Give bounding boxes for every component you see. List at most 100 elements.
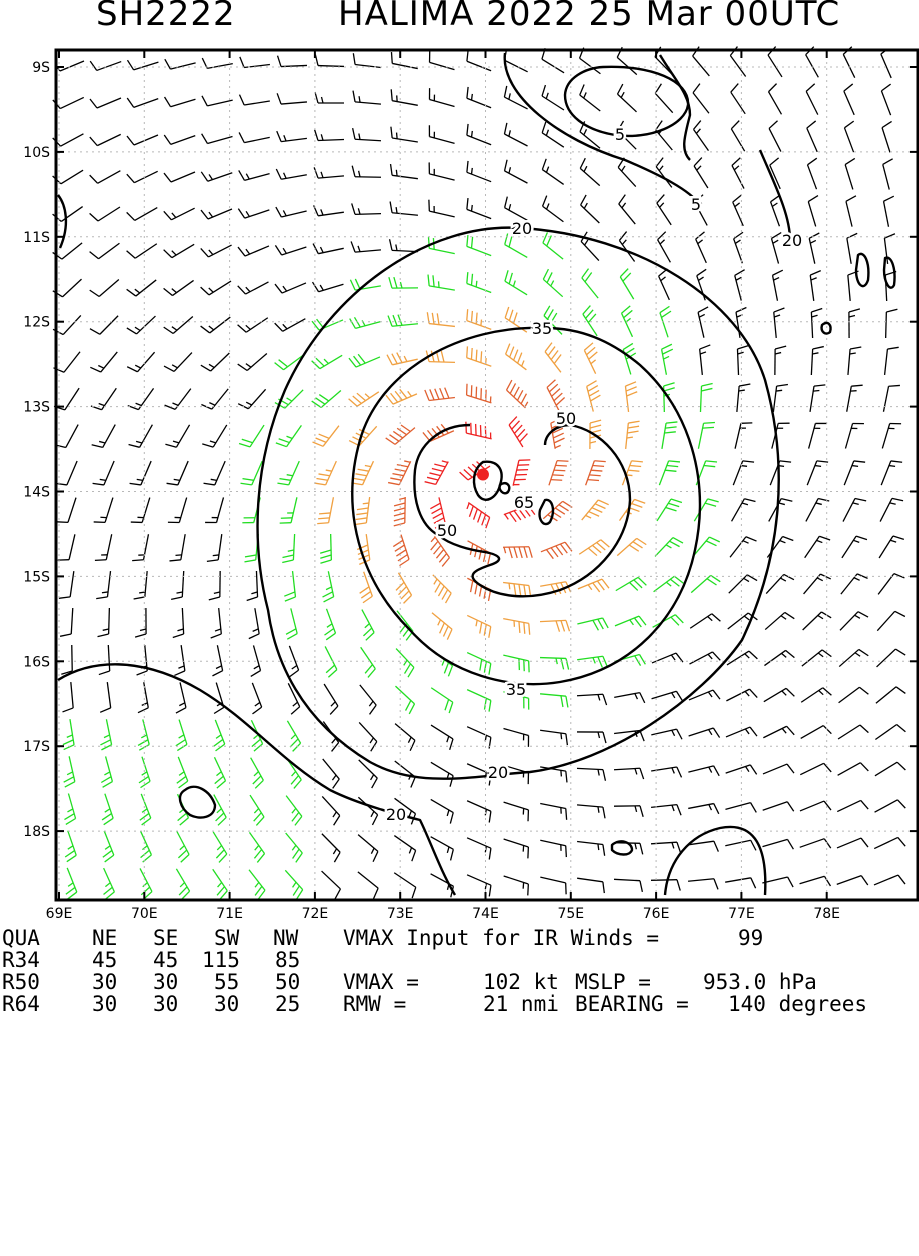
wind-barb	[616, 577, 647, 590]
wind-barb	[388, 461, 411, 485]
wind-barb	[467, 198, 491, 219]
wind-barb	[883, 159, 893, 190]
wind-barb	[60, 608, 73, 636]
wind-barb	[614, 879, 642, 892]
storm-parameters-footer: QUA NE SE SW NW VMAX Input for IR Winds …	[0, 926, 919, 1014]
wind-barb	[276, 207, 307, 217]
wind-barb	[540, 840, 566, 857]
wind-barb	[577, 656, 607, 667]
wind-barb	[577, 768, 605, 780]
wind-barb	[58, 534, 75, 560]
wind-barb	[509, 417, 527, 447]
wind-barb	[688, 766, 719, 776]
contour-label-35: 35	[532, 319, 552, 338]
wind-barb	[882, 424, 901, 449]
wind-barb	[389, 277, 418, 288]
wind-barb	[131, 498, 150, 523]
wind-barb	[577, 842, 605, 856]
wind-barb	[238, 389, 265, 408]
wind-barb	[614, 693, 645, 703]
footer-row-r50: R50 30 30 55 50 VMAX = 102 kt MSLP = 953…	[0, 970, 51, 992]
contour-65-small	[500, 483, 510, 493]
wind-barb	[811, 308, 822, 337]
wind-barb	[425, 388, 455, 401]
wind-barb	[278, 56, 307, 67]
wind-barb	[846, 196, 856, 227]
wind-barb	[425, 461, 449, 484]
wind-barb	[388, 315, 418, 327]
lon-tick-label: 75E	[557, 906, 584, 922]
wind-barb	[581, 195, 600, 223]
wind-barb	[504, 49, 527, 72]
wind-barb	[729, 575, 757, 593]
wind-barb	[875, 725, 905, 740]
wind-barb	[286, 608, 297, 639]
wind-barb	[764, 688, 795, 701]
wind-barb	[662, 344, 673, 375]
wind-barb	[874, 875, 905, 885]
wind-barb	[659, 461, 680, 485]
wind-barb	[90, 207, 120, 221]
wind-barb	[698, 422, 715, 448]
wind-barb	[275, 245, 306, 255]
lon-tick-label: 76E	[643, 906, 670, 922]
wind-barb	[800, 876, 831, 886]
wind-barb	[313, 282, 344, 292]
wind-barb	[467, 272, 491, 292]
wind-barb	[505, 160, 528, 183]
wind-barb	[204, 461, 226, 485]
row-label: R50	[2, 970, 40, 994]
wind-barb	[239, 95, 269, 105]
wind-barb	[93, 461, 115, 485]
wind-barb	[165, 59, 196, 69]
mslp-label: MSLP =	[575, 970, 651, 994]
wind-barb	[694, 121, 709, 151]
wind-barb	[505, 197, 528, 221]
lat-tick-label: 17S	[23, 739, 50, 755]
wind-barb	[847, 233, 857, 263]
col-header-ne: NE	[92, 926, 117, 950]
wind-barb	[102, 794, 113, 825]
wind-barb	[540, 694, 568, 708]
wind-barb	[842, 536, 867, 558]
contour-label-5: 5	[691, 195, 701, 214]
wind-barb	[577, 878, 604, 893]
wind-barb	[91, 388, 116, 409]
wind-barb	[429, 88, 454, 106]
wind-barb	[361, 647, 376, 677]
wind-barb	[167, 461, 189, 485]
wind-barb	[505, 270, 527, 295]
wind-barb	[731, 121, 744, 152]
wind-barb	[168, 498, 187, 523]
wind-barb	[101, 756, 112, 787]
contour-20-loop-sw	[180, 787, 215, 818]
wind-barb	[467, 346, 492, 366]
wind-barb	[90, 243, 120, 258]
wind-barb	[391, 89, 418, 105]
wind-barb	[202, 96, 233, 106]
wind-barb	[725, 878, 755, 888]
wind-barb	[212, 645, 222, 676]
wind-barb	[656, 158, 672, 188]
wind-barb	[134, 571, 148, 599]
contour-label-20: 20	[386, 805, 406, 824]
wind-barb	[239, 425, 264, 447]
wind-barb	[725, 840, 756, 850]
wind-barb	[807, 461, 828, 485]
wind-barb	[314, 461, 336, 485]
wind-barb	[275, 283, 306, 293]
wind-barb	[655, 84, 672, 113]
wind-barb	[844, 84, 854, 115]
wind-barb	[165, 97, 196, 107]
wind-barb	[214, 683, 224, 714]
wind-barb	[98, 608, 110, 637]
wind-barb	[807, 121, 817, 152]
wind-barb	[61, 645, 72, 674]
cell-nw: 85	[275, 948, 300, 972]
wind-barb	[467, 838, 491, 860]
wind-barb	[881, 50, 891, 78]
wind-barb	[164, 172, 195, 182]
wind-barb	[358, 835, 378, 862]
wind-barb	[240, 57, 270, 68]
